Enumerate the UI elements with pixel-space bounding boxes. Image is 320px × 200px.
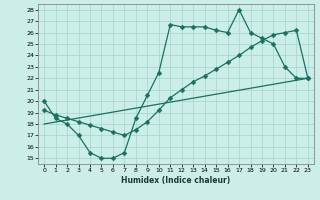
X-axis label: Humidex (Indice chaleur): Humidex (Indice chaleur) xyxy=(121,176,231,185)
